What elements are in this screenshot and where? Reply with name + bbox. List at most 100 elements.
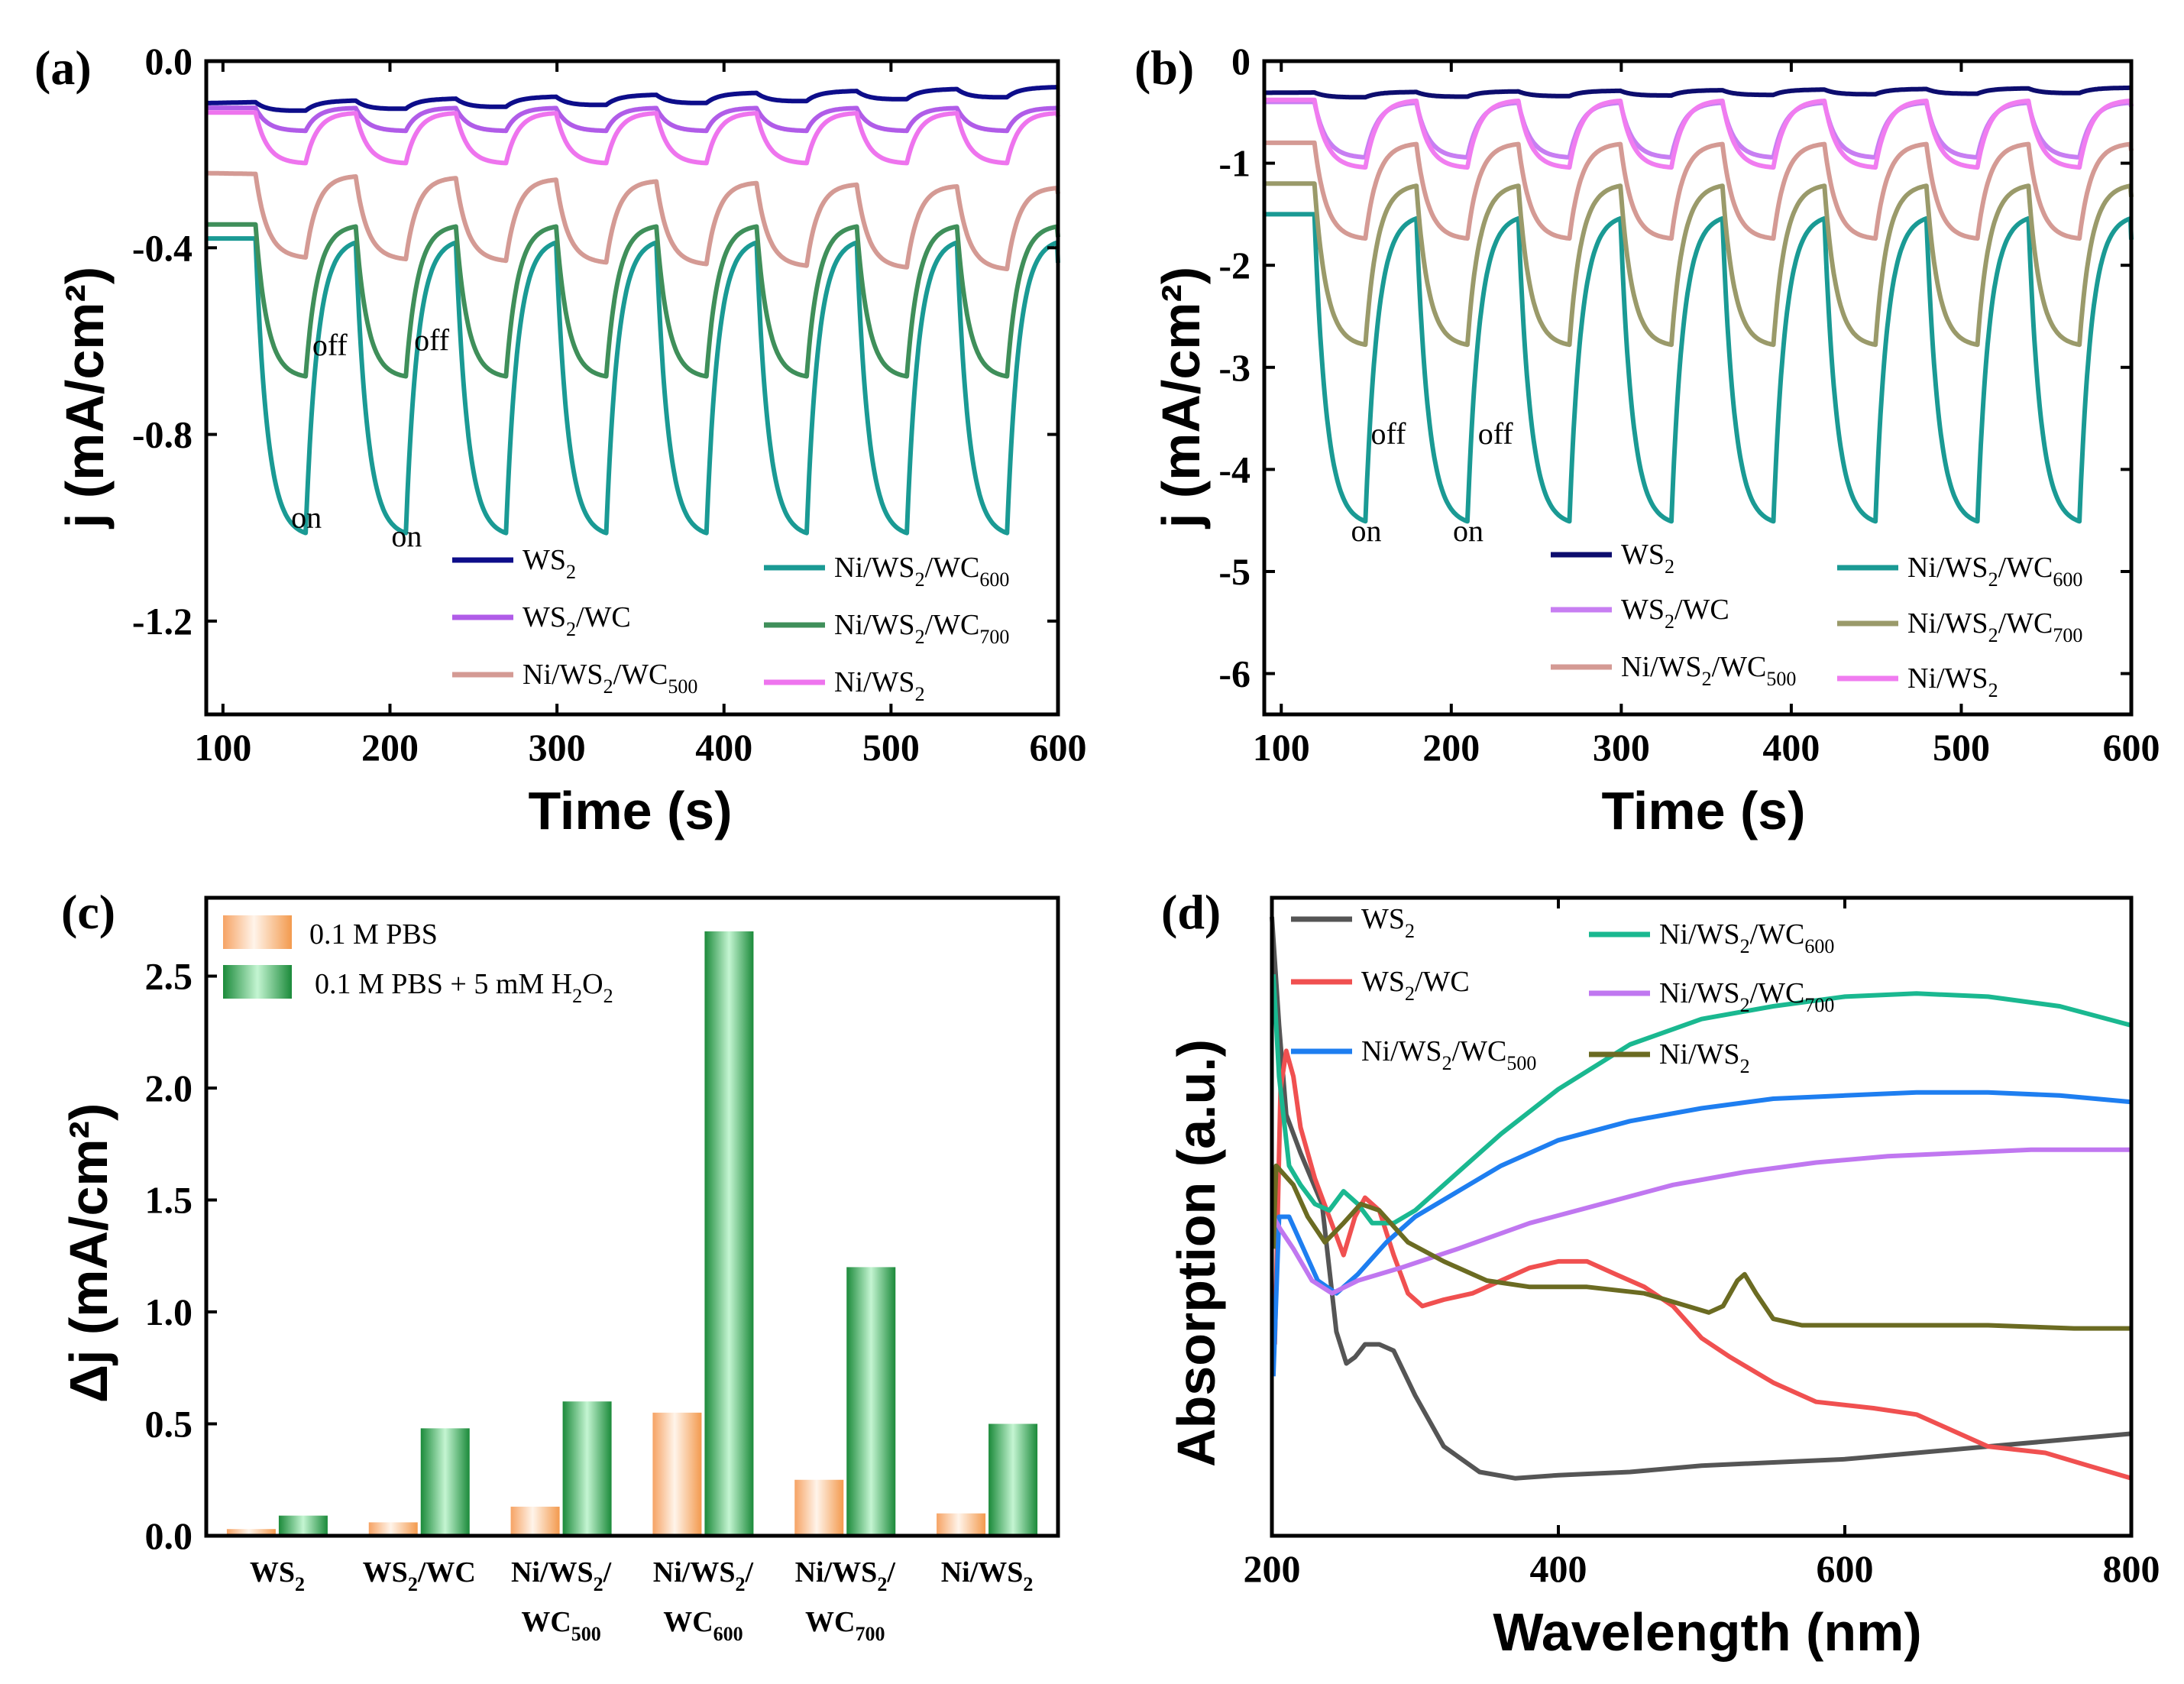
- cat2-main: WC: [521, 1606, 571, 1638]
- legend-label-0: WS2: [523, 544, 576, 583]
- legend-label-2-sub: 2: [603, 675, 613, 698]
- bar-0-1: [368, 1522, 418, 1536]
- x-tick-label: 200: [361, 726, 419, 769]
- panel-b-axes: 100 200 300 400 500 600 0 -1 -2 -3 -4 -5 -6: [1218, 40, 2160, 769]
- cat-main: Ni/WS: [795, 1556, 878, 1588]
- panel-d-xlabel: Wavelength (nm): [1493, 1602, 1921, 1662]
- cat-tail: /: [886, 1556, 895, 1588]
- cat-tail: /WC: [417, 1556, 476, 1588]
- bar-1-1: [420, 1428, 470, 1536]
- bar-0-2: [510, 1506, 560, 1536]
- legend-label-4: Ni/WS2/WC700: [1659, 977, 1834, 1016]
- y-tick-label: -0.4: [132, 226, 193, 269]
- y-tick-label: 1.5: [145, 1179, 193, 1222]
- annotation-on: on: [291, 500, 322, 535]
- legend-label-2-tail: /WC: [1712, 651, 1767, 683]
- d-series-1: [1272, 1048, 2132, 1481]
- legend-label-3-sub: 2: [915, 568, 925, 591]
- legend-label-5-sub: 2: [1988, 679, 1998, 701]
- legend-label-3-tail: /WC: [1998, 552, 2053, 584]
- cat2-sub: 700: [855, 1623, 885, 1645]
- legend-label-3-tail: /WC: [1750, 918, 1805, 950]
- x-tick-label: 200: [1422, 726, 1480, 769]
- legend-label-0-main: WS: [1621, 539, 1665, 571]
- y-tick-label: -4: [1218, 448, 1251, 491]
- legend-label-3: Ni/WS2/WC600: [1907, 552, 2082, 591]
- b-series-3: [1263, 212, 2134, 524]
- legend-label-2-tail: /WC: [1452, 1035, 1507, 1067]
- legend-label-4-tail: /WC: [925, 609, 980, 641]
- a-series-0: [205, 85, 1060, 113]
- legend-label-0-main: WS: [523, 544, 566, 576]
- category-label-3: Ni/WS2/: [653, 1556, 754, 1595]
- x-tick-label: 600: [1817, 1547, 1874, 1590]
- legend-label-5: Ni/WS2: [1907, 662, 1998, 701]
- panel-c-label: (c): [61, 885, 115, 939]
- d-series-4: [1271, 1147, 2131, 1296]
- legend-label-4-sub2: 700: [1804, 994, 1834, 1016]
- legend-label-2-main: Ni/WS: [1621, 651, 1702, 683]
- x-tick-label: 400: [695, 726, 752, 769]
- legend-label-1-main: WS: [1361, 966, 1405, 998]
- cat-main: Ni/WS: [511, 1556, 594, 1588]
- legend-label-3-main: Ni/WS: [834, 552, 915, 584]
- x-tick-label: 600: [2103, 726, 2160, 769]
- legend-label-3-tail: /WC: [925, 552, 980, 584]
- annotation-off: off: [1478, 416, 1514, 451]
- category-label-1: WS2/WC: [363, 1556, 476, 1595]
- panel-b-label: (b): [1134, 40, 1194, 95]
- legend-label-1: WS2/WC: [1361, 966, 1470, 1005]
- legend-label-3-main: Ni/WS: [1907, 552, 1988, 584]
- legend-label-0-sub: 2: [566, 561, 576, 583]
- legend-label-0: WS2: [1621, 539, 1674, 578]
- cat-sub: 2: [735, 1573, 745, 1595]
- panel-a: (a) on on off off 100 200 300 400 500 600 0.0 -0.4…: [34, 40, 1087, 840]
- y-tick-label: 0.5: [145, 1403, 193, 1446]
- a-series-2: [205, 170, 1060, 271]
- legend-label-2-sub: 2: [1702, 668, 1712, 690]
- legend-label-1-tail: /WC: [576, 601, 631, 633]
- a-series-5: [205, 110, 1060, 166]
- a-series-1: [205, 105, 1060, 134]
- cat-sub: 2: [877, 1573, 887, 1595]
- legend-label-3-sub2: 600: [1804, 935, 1834, 957]
- legend-label-0-main: WS: [1361, 903, 1405, 935]
- y-tick-label: -0.8: [132, 413, 193, 456]
- x-tick-label: 300: [529, 726, 586, 769]
- legend-swatch-h2o2: [223, 965, 292, 999]
- panel-a-label: (a): [34, 40, 92, 95]
- legend-label-1-tail: /WC: [1674, 594, 1729, 626]
- y-tick-label: -1.2: [132, 600, 193, 643]
- legend-label-3-sub: 2: [1988, 568, 1998, 591]
- panel-d-plot: [1270, 916, 2132, 1481]
- panel-d-axes: 200 400 600 800: [1244, 895, 2160, 1590]
- d-series-3: [1270, 974, 2132, 1226]
- y-tick-label: -3: [1218, 346, 1251, 389]
- legend-label-3-sub2: 600: [979, 568, 1009, 591]
- legend-label-2: Ni/WS2/WC500: [1621, 651, 1796, 690]
- legend-label-4-main: Ni/WS: [834, 609, 915, 641]
- x-tick-label: 100: [1253, 726, 1310, 769]
- legend-label-2: Ni/WS2/WC500: [1361, 1035, 1536, 1074]
- legend-label-2-sub2: 500: [1766, 668, 1796, 690]
- panel-a-plot: on on off off: [205, 85, 1060, 553]
- y-tick-label: -6: [1218, 653, 1251, 695]
- c-frame: [204, 895, 1060, 1538]
- panel-a-ylabel: j (mA/cm²): [55, 267, 115, 529]
- legend-label-5: Ni/WS2: [834, 666, 925, 705]
- legend-label-2-sub: 2: [1442, 1052, 1452, 1074]
- legend-label-5: Ni/WS2: [1659, 1038, 1750, 1077]
- x-tick-label: 400: [1762, 726, 1820, 769]
- panel-b-xlabel: Time (s): [1601, 781, 1805, 840]
- legend-label-1-main: WS: [523, 601, 566, 633]
- legend-label-0-sub: 2: [1665, 555, 1674, 578]
- annotation-off: off: [312, 328, 348, 362]
- legend-label-1-sub: 2: [1665, 610, 1674, 633]
- d-series-5: [1270, 1163, 2131, 1331]
- legend-label-4-tail: /WC: [1750, 977, 1805, 1009]
- x-tick-label: 100: [194, 726, 251, 769]
- b-series-2: [1263, 140, 2134, 241]
- bar-0-4: [794, 1479, 844, 1536]
- b-series-5: [1263, 97, 2134, 170]
